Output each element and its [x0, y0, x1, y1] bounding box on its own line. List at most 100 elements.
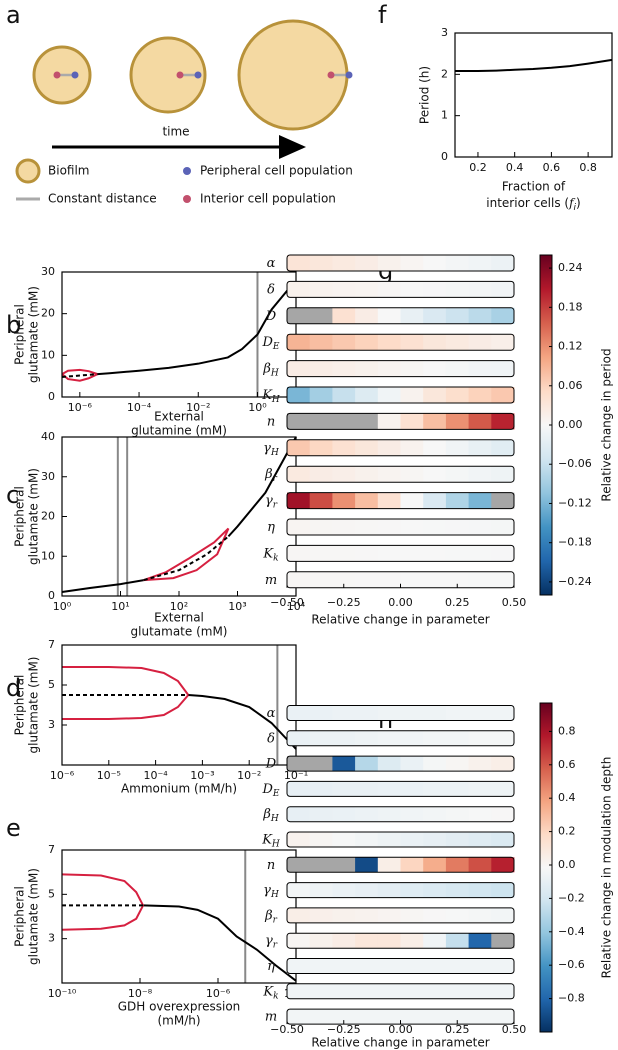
label-part: ) [576, 196, 581, 210]
legend-text: Constant distance [48, 192, 157, 206]
peripheral-dot [71, 71, 79, 79]
x-tick-label: 0.50 [502, 596, 527, 609]
heat-cell [445, 958, 469, 974]
heat-cell [468, 857, 492, 873]
heat-cell [423, 806, 447, 822]
y-tick-label: 5 [48, 887, 55, 900]
heat-cell [332, 832, 356, 847]
row-symbol: D [261, 335, 273, 350]
y-axis-label: Peripheral [13, 886, 27, 947]
x-tick-label: 0.8 [579, 161, 597, 174]
row-symbol: α [267, 706, 276, 721]
heat-cell [491, 705, 515, 721]
heat-cell [377, 730, 401, 746]
interior-dot [176, 71, 184, 79]
y-axis-label: Peripheral [13, 486, 27, 547]
curve [61, 904, 144, 931]
row-label: D [265, 756, 277, 771]
curve [62, 666, 190, 696]
heat-cell [468, 413, 492, 430]
colorbar-tick-label: −0.2 [558, 891, 585, 904]
row-symbol: β [262, 361, 271, 376]
missing-cell [287, 756, 311, 772]
row-frame [286, 254, 515, 272]
curve [61, 436, 297, 594]
axes-frame [61, 271, 297, 398]
x-tick-label: 10⁻⁶ [206, 987, 231, 1000]
x-axis-label: Fraction of [502, 180, 566, 194]
heat-cell [400, 255, 424, 271]
heat-cell [445, 756, 469, 772]
heat-cell [377, 307, 401, 324]
row-label: n [267, 414, 275, 429]
panel-letter: b [6, 311, 21, 339]
heat-cell [400, 781, 424, 797]
row-subscript: k [273, 553, 278, 563]
colorbar-tick-label: −0.12 [558, 496, 592, 509]
y-tick-label: 3 [48, 932, 55, 945]
heat-cell [309, 281, 333, 298]
colorbar-tick-label: 0.00 [558, 418, 583, 431]
heat-cell [445, 545, 469, 562]
heat-cell [491, 907, 515, 923]
x-tick-label: 0.2 [469, 161, 487, 174]
x-tick-label: −0.50 [270, 1023, 304, 1036]
row-subscript: r [273, 500, 278, 510]
heat-cell [332, 492, 356, 509]
legend-text: Biofilm [48, 164, 90, 178]
row-label: Kk [262, 546, 278, 563]
x-axis-label: Relative change in parameter [311, 613, 489, 627]
heat-cell [423, 882, 447, 898]
row-subscript: H [270, 368, 279, 378]
heat-cell [309, 387, 333, 403]
heat-cell [309, 519, 333, 535]
x-axis-label: glutamate (mM) [131, 625, 228, 639]
row-subscript: k [273, 991, 278, 1001]
heat-cell [423, 545, 447, 562]
heat-cell [377, 439, 401, 456]
heat-cell [377, 281, 401, 298]
colorbar [539, 702, 553, 1033]
heat-cell [423, 413, 447, 430]
heat-cell [377, 857, 401, 873]
y-axis-label: Period (h) [418, 66, 432, 124]
curve [143, 535, 230, 582]
x-tick-label: 0.00 [388, 1023, 413, 1036]
heat-cell [377, 545, 401, 562]
row-frame [286, 280, 515, 298]
row-label: α [267, 706, 276, 721]
row-frame [286, 307, 515, 325]
heat-cell [309, 571, 333, 588]
heat-cell [287, 545, 311, 562]
panel-letter: d [6, 674, 21, 702]
heat-cell [445, 281, 469, 298]
heat-cell [491, 307, 515, 324]
curve [188, 694, 297, 750]
x-tick-label: 10⁻² [186, 401, 210, 414]
heat-cell [491, 413, 515, 430]
y-tick-label: 0 [48, 390, 55, 403]
heat-cell [355, 806, 379, 822]
heat-cell [287, 387, 311, 403]
row-label: DE [261, 781, 279, 798]
x-axis-label: External [154, 410, 204, 424]
x-tick-label: 10² [170, 600, 188, 613]
y-axis-label: glutamate (mM) [27, 657, 41, 754]
heat-cell [400, 281, 424, 298]
heat-cell [355, 307, 379, 324]
heat-cell [468, 255, 492, 271]
heat-cell [309, 832, 333, 847]
heat-cell [423, 781, 447, 797]
heat-cell [423, 571, 447, 588]
heat-cell [332, 730, 356, 746]
heat-cell [468, 545, 492, 562]
heat-cell [355, 882, 379, 898]
heat-cell [491, 466, 515, 483]
colorbar-label: Relative change in modulation depth [600, 757, 614, 979]
heat-cell [309, 492, 333, 509]
heat-cell [309, 705, 333, 721]
row-symbol: K [262, 984, 274, 999]
legend-text: Interior cell population [200, 192, 336, 206]
heat-cell [332, 281, 356, 298]
heat-cell [491, 439, 515, 456]
